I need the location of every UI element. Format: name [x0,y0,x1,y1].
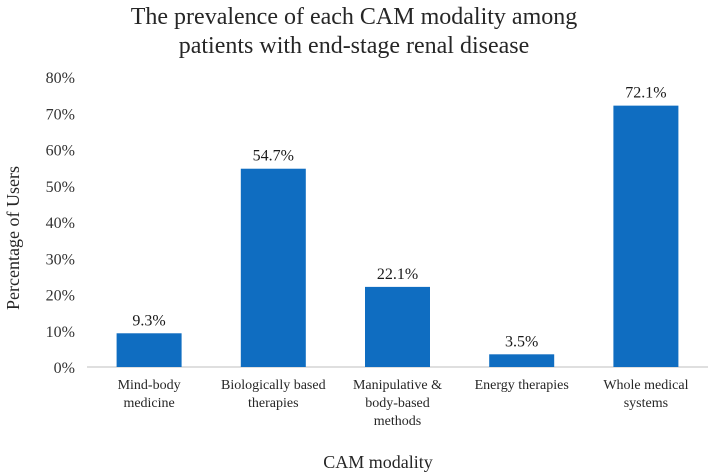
y-tick-label: 50% [46,179,75,196]
y-tick-label: 40% [46,215,75,232]
chart-title-line-1: The prevalence of each CAM modality amon… [131,4,578,30]
category-label: therapies [248,396,299,411]
y-tick-label: 80% [46,70,75,87]
category-label: body-based [365,396,430,411]
category-label: Energy therapies [475,378,569,393]
bar [489,354,555,367]
y-tick-label: 20% [46,288,75,305]
y-tick-label: 60% [46,143,75,160]
category-label: Mind-body [118,378,181,393]
data-labels: 9.3% 54.7% 22.1% 3.5% 72.1% [132,85,666,351]
bars [116,105,679,367]
bar [613,105,679,367]
category-label: medicine [123,396,174,411]
chart-title-line-2: patients with end-stage renal disease [179,33,530,59]
y-tick-label: 70% [46,106,75,123]
category-label: Whole medical [603,378,688,393]
x-axis-categories: Mind-body medicine Biologically based thera… [118,378,689,429]
category-label: Biologically based [221,378,326,393]
data-label: 72.1% [625,85,666,102]
y-tick-label: 10% [46,324,75,341]
category-label: methods [374,414,421,429]
bar [365,286,430,367]
bar [240,168,306,367]
y-axis-title: Percentage of Users [3,166,23,310]
data-label: 3.5% [505,333,538,350]
bar [116,333,182,367]
data-label: 22.1% [377,266,418,283]
x-axis-title: CAM modality [323,452,433,472]
y-tick-label: 0% [54,360,75,377]
category-label: Manipulative & [353,378,442,393]
data-label: 9.3% [132,312,165,329]
data-label: 54.7% [253,148,294,165]
category-label: systems [624,396,668,411]
chart-title: The prevalence of each CAM modality amon… [131,4,578,59]
y-axis-ticks: 0% 10% 20% 30% 40% 50% 60% 70% 80% [46,70,75,377]
y-tick-label: 30% [46,251,75,268]
